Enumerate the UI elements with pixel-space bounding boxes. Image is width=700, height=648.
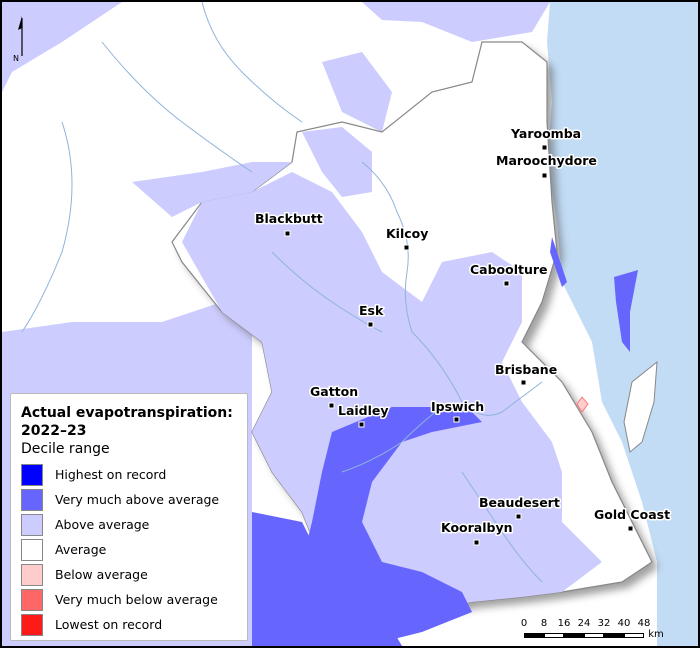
legend-row: Below average [21,562,237,587]
stradbroke-island [623,360,658,453]
town-label-gatton: Gatton [310,384,358,399]
sea-very-much-above [614,270,638,352]
region-above-average-north [302,127,372,197]
legend-title-line2: 2022–23 [21,423,87,439]
town-label-kilcoy: Kilcoy [386,226,428,241]
town-label-brisbane: Brisbane [495,362,557,377]
town-label-blackbutt: Blackbutt [255,211,323,226]
north-arrow: N [10,16,30,66]
outside-above-average-north2 [362,2,550,42]
legend-label: Very much above average [55,492,220,507]
below-average-patch [576,396,589,413]
town-label-yaroomba: Yaroomba [510,126,581,141]
scale-bar: 0 8 16 24 32 40 48 km [520,618,696,644]
scale-tick-label: 32 [597,618,611,629]
scale-tick-label: 0 [520,618,528,629]
legend-swatch [21,463,43,486]
coastal-very-much-above [550,237,567,287]
legend-row: Average [21,537,237,562]
legend-swatch [21,588,43,611]
town-label-beaudesert: Beaudesert [479,495,560,510]
scale-tick-label: 48 [637,618,651,629]
scale-tick-label: 24 [577,618,591,629]
town-label-laidley: Laidley [338,403,389,418]
town-label-kooralbyn: Kooralbyn [441,520,513,535]
legend-title-line1: Actual evapotranspiration: [21,405,233,421]
scale-segment [584,633,604,638]
outside-above-average-nw [322,52,392,132]
legend-label: Lowest on record [55,617,163,632]
town-label-ipswich: Ipswich [431,399,484,414]
legend-swatch [21,488,43,511]
legend-label: Above average [55,517,150,532]
legend-swatch [21,538,43,561]
scale-segment [524,633,544,638]
town-markers [284,144,634,546]
outside-above-average-north [2,2,122,92]
map-legend: Actual evapotranspiration: 2022–23 Decil… [10,393,248,641]
north-label: N [13,54,19,63]
legend-label: Very much below average [55,592,218,607]
legend-items: Highest on record Very much above average… [21,462,237,637]
scale-tick-label: 8 [540,618,548,629]
north-arrow-icon [18,16,23,56]
legend-row: Highest on record [21,462,237,487]
scale-segment [544,633,564,638]
legend-row: Very much above average [21,487,237,512]
scale-segment [624,633,644,638]
scale-unit-label: km [648,629,664,640]
town-label-caboolture: Caboolture [470,262,548,277]
legend-swatch [21,613,43,636]
region-above-average [182,172,602,612]
region-above-average-west-strip [132,162,292,217]
legend-row: Above average [21,512,237,537]
legend-swatch [21,563,43,586]
legend-row: Very much below average [21,587,237,612]
legend-label: Average [55,542,107,557]
legend-row: Lowest on record [21,612,237,637]
scale-tick-label: 16 [557,618,571,629]
region-very-much-above [302,407,482,642]
town-label-gold-coast: Gold Coast [594,507,670,522]
scale-tick-label: 40 [617,618,631,629]
legend-subtitle: Decile range [21,441,110,457]
legend-swatch [21,513,43,536]
outside-very-much-above-sw [252,512,402,646]
legend-label: Below average [55,567,148,582]
town-label-maroochydore: Maroochydore [496,153,597,168]
legend-label: Highest on record [55,467,167,482]
scale-segment [564,633,584,638]
town-label-esk: Esk [359,303,384,318]
scale-segment [604,633,624,638]
